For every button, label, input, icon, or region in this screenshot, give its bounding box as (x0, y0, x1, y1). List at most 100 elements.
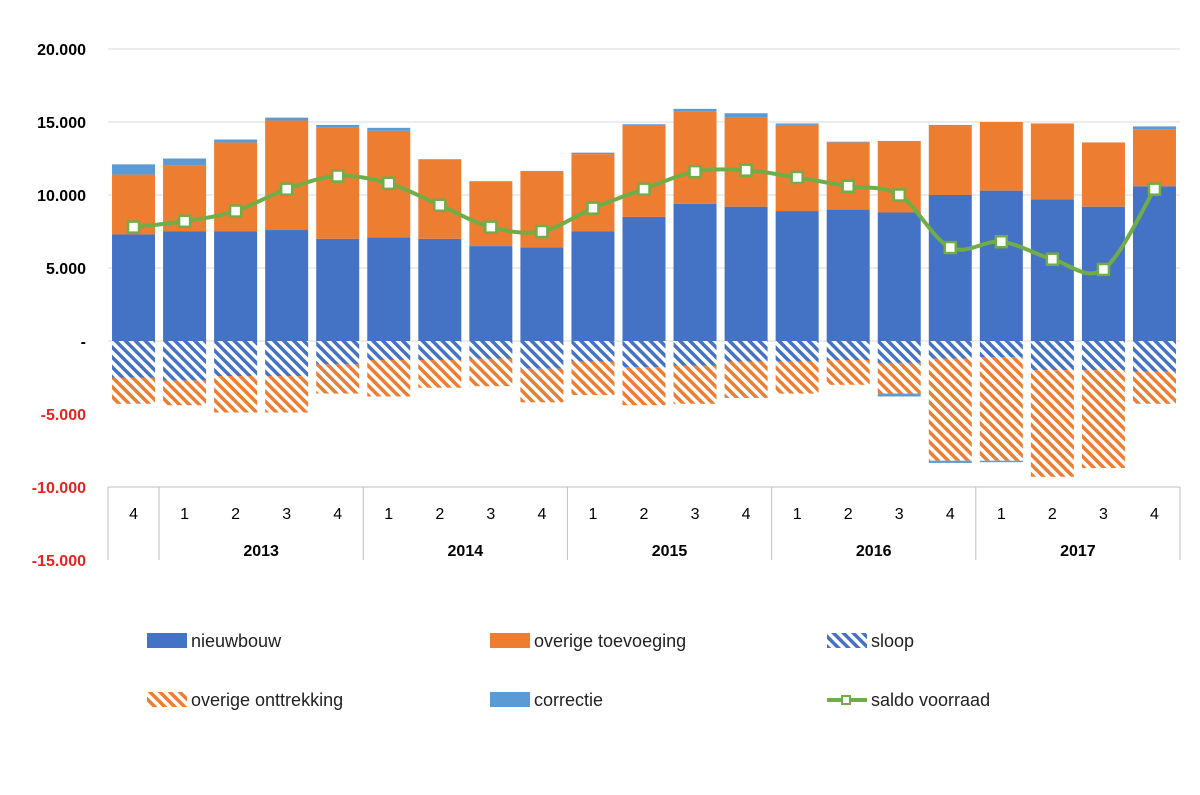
legend-label: overige onttrekking (191, 690, 343, 710)
bar-sloop (724, 341, 768, 362)
bar-overige-onttrekking (826, 359, 870, 385)
bar-correctie (775, 123, 819, 125)
bar-overige-onttrekking (469, 358, 513, 387)
bar-correctie (928, 460, 972, 463)
saldo-marker (228, 204, 243, 218)
bar-overige-toevoeging (775, 124, 819, 212)
bars (112, 108, 1176, 477)
x-tick-label: 4 (333, 506, 342, 523)
year-label: 2013 (243, 543, 279, 560)
bar-overige-toevoeging (571, 154, 615, 232)
bar-sloop (877, 341, 921, 363)
bar-overige-toevoeging (469, 181, 513, 247)
bar-nieuwbouw (112, 234, 156, 341)
y-tick-label: 15.000 (37, 115, 86, 132)
bar-overige-toevoeging (724, 117, 768, 207)
y-tick-label: - (81, 334, 86, 351)
bar-sloop (367, 341, 411, 360)
saldo-marker (433, 198, 447, 212)
x-tick-label: 4 (1150, 506, 1159, 523)
x-tick-label: 2 (844, 506, 853, 523)
bar-overige-toevoeging (622, 124, 666, 217)
x-tick-label: 2 (231, 506, 240, 523)
bar-overige-toevoeging (877, 140, 921, 213)
bar-overige-onttrekking (163, 380, 207, 406)
x-tick-label: 4 (129, 506, 138, 523)
bar-overige-toevoeging (1132, 129, 1176, 187)
legend-swatch (147, 633, 187, 648)
y-tick-label: -10.000 (32, 480, 86, 497)
bar-nieuwbouw (1030, 199, 1074, 341)
bar-sloop (826, 341, 870, 360)
legend-label: sloop (871, 631, 914, 651)
bar-nieuwbouw (316, 238, 360, 341)
bar-correctie (418, 159, 462, 160)
x-tick-label: 1 (588, 506, 597, 523)
bar-overige-toevoeging (1081, 142, 1125, 207)
bar-sloop (163, 341, 207, 381)
bar-correctie (469, 181, 513, 182)
bar-overige-onttrekking (316, 364, 360, 394)
legend-swatch (490, 692, 530, 707)
bar-nieuwbouw (469, 246, 513, 341)
year-label: 2017 (1060, 543, 1096, 560)
bar-nieuwbouw (724, 206, 768, 341)
saldo-marker (535, 224, 549, 239)
bar-correctie (724, 113, 768, 118)
bar-nieuwbouw (775, 211, 819, 341)
bar-overige-onttrekking (979, 357, 1023, 461)
saldo-marker (688, 164, 702, 179)
bar-nieuwbouw (877, 212, 921, 341)
y-tick-label: 5.000 (46, 261, 86, 278)
year-label: 2015 (652, 543, 688, 560)
saldo-marker (330, 169, 345, 183)
x-tick-label: 3 (691, 506, 700, 523)
legend-swatch (490, 633, 530, 648)
bar-sloop (469, 341, 513, 359)
legend-label: correctie (534, 690, 603, 710)
bar-overige-onttrekking (1030, 370, 1074, 477)
bar-sloop (1081, 341, 1125, 371)
bar-overige-toevoeging (1030, 123, 1074, 200)
bar-overige-onttrekking (265, 376, 309, 413)
bar-sloop (1030, 341, 1074, 371)
saldo-marker (637, 182, 651, 196)
bar-nieuwbouw (571, 231, 615, 341)
bar-nieuwbouw (979, 190, 1023, 341)
bar-sloop (265, 341, 309, 377)
bar-overige-onttrekking (928, 358, 972, 461)
x-tick-label: 3 (895, 506, 904, 523)
bar-overige-onttrekking (1081, 370, 1125, 469)
bar-overige-onttrekking (418, 359, 462, 388)
bar-correctie (1132, 126, 1176, 130)
x-tick-label: 1 (793, 506, 802, 523)
bar-correctie (877, 393, 921, 397)
bar-overige-onttrekking (775, 361, 819, 394)
y-tick-label: -5.000 (41, 407, 86, 424)
bar-correctie (826, 141, 870, 143)
bar-nieuwbouw (673, 203, 717, 341)
legend-label: overige toevoeging (534, 631, 686, 651)
legend: nieuwbouw overige toevoeging sloop overige … (147, 631, 990, 710)
legend-label: nieuwbouw (191, 631, 282, 651)
bar-correctie (214, 139, 258, 143)
bar-nieuwbouw (163, 231, 207, 341)
x-tick-label: 3 (486, 506, 495, 523)
bar-overige-onttrekking (622, 367, 666, 406)
saldo-marker (739, 163, 753, 177)
bar-nieuwbouw (1132, 186, 1176, 341)
bar-sloop (112, 341, 156, 378)
legend-label: saldo voorraad (871, 690, 990, 710)
y-tick-label: 20.000 (37, 42, 86, 59)
bar-correctie (622, 124, 666, 125)
bar-overige-toevoeging (673, 111, 717, 204)
bar-nieuwbouw (826, 209, 870, 341)
bar-overige-toevoeging (928, 124, 972, 195)
saldo-marker (1147, 182, 1162, 196)
x-tick-label: 1 (180, 506, 189, 523)
saldo-marker (841, 179, 855, 193)
bar-overige-onttrekking (214, 376, 258, 413)
x-tick-label: 4 (537, 506, 546, 523)
x-tick-label: 1 (997, 506, 1006, 523)
